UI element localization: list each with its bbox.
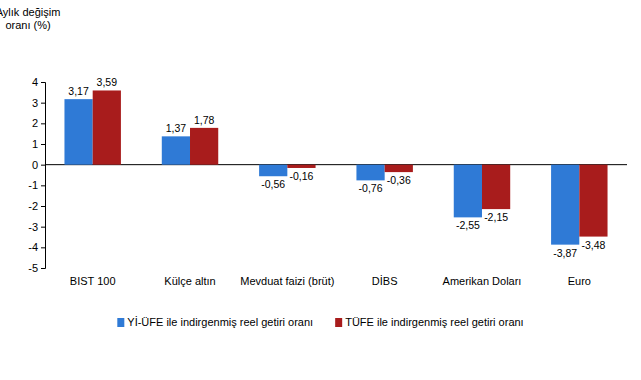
bar (64, 99, 92, 165)
y-tick-label: -2 (28, 200, 38, 212)
y-tick-mark (41, 247, 45, 248)
data-label: 3,59 (97, 76, 118, 88)
y-axis-title: Aylık değişimoranı (%) (0, 6, 60, 31)
y-tick-mark (41, 144, 45, 145)
y-tick: -3 (28, 221, 45, 233)
x-tick-label: BIST 100 (70, 275, 116, 287)
legend-label: TÜFE ile indirgenmiş reel getiri oranı (345, 316, 524, 328)
y-tick: -4 (28, 241, 45, 253)
bar (579, 165, 607, 237)
y-tick-mark (41, 103, 45, 104)
x-tick-label: DİBS (372, 275, 398, 287)
bars (64, 90, 607, 244)
y-tick-label: 1 (32, 138, 38, 150)
legend: Yİ-ÜFE ile indirgenmiş reel getiri oranı… (117, 316, 523, 328)
y-tick: -1 (28, 179, 45, 191)
x-tick-label: Euro (568, 275, 591, 287)
y-tick-mark (41, 227, 45, 228)
x-tick: Külçe altın (164, 275, 215, 287)
y-tick-mark (41, 82, 45, 83)
y-tick: 0 (32, 159, 45, 171)
data-label: 3,17 (68, 85, 89, 97)
y-axis-line (41, 83, 46, 269)
y-tick: 2 (32, 117, 45, 129)
bar (162, 136, 190, 164)
legend-swatch (117, 318, 124, 327)
legend-item: TÜFE ile indirgenmiş reel getiri oranı (335, 316, 524, 328)
x-tick: Mevduat faizi (brüt) (240, 275, 334, 287)
data-label: -0,56 (261, 178, 285, 190)
bar (93, 90, 121, 164)
series-bars (93, 90, 608, 236)
bar (454, 165, 482, 218)
legend-label: Yİ-ÜFE ile indirgenmiş reel getiri oranı (127, 316, 313, 328)
y-tick-mark (41, 123, 45, 124)
data-label: -2,55 (456, 219, 480, 231)
y-tick-label: -1 (28, 179, 38, 191)
zero-line (45, 164, 627, 165)
legend-item: Yİ-ÜFE ile indirgenmiş reel getiri oranı (117, 316, 313, 328)
data-label: -2,15 (484, 211, 508, 223)
x-tick-label: Külçe altın (164, 275, 215, 287)
y-tick-label: 2 (32, 117, 38, 129)
y-tick-label: 3 (32, 97, 38, 109)
x-tick-label: Amerikan Doları (443, 275, 522, 287)
data-label: -3,87 (553, 247, 577, 259)
x-tick: Amerikan Doları (443, 275, 522, 287)
y-tick: 3 (32, 97, 45, 109)
data-label: 1,78 (194, 114, 215, 126)
data-label: -0,16 (289, 170, 313, 182)
y-tick-mark (41, 185, 45, 186)
x-tick: DİBS (372, 275, 398, 287)
y-tick-label: 4 (32, 76, 38, 88)
y-tick-mark (41, 206, 45, 207)
x-tick: Euro (568, 275, 591, 287)
y-tick-label: 0 (32, 159, 38, 171)
chart: -5 -4 -3 -2 -1 0 1 2 3 4 3,17 1,37 -0,56 -0,76 -2,55 -3… (0, 0, 641, 380)
x-axis: BIST 100 Külçe altın Mevduat faizi (brüt) D… (70, 275, 591, 287)
y-tick: -5 (28, 262, 45, 274)
bar (385, 165, 413, 172)
data-label: -0,36 (387, 174, 411, 186)
data-label: -3,48 (581, 239, 605, 251)
y-tick-mark (41, 268, 45, 269)
data-label: 1,37 (166, 122, 187, 134)
y-tick-label: -5 (28, 262, 38, 274)
x-tick-label: Mevduat faizi (brüt) (240, 275, 334, 287)
bar (259, 165, 287, 177)
x-tick: BIST 100 (70, 275, 116, 287)
bar (482, 165, 510, 209)
plot: -5 -4 -3 -2 -1 0 1 2 3 4 3,17 1,37 -0,56 -0,76 -2,55 -3… (28, 76, 627, 287)
y-tick-mark (41, 165, 45, 166)
legend-swatch (335, 318, 342, 327)
data-label: -0,76 (359, 182, 383, 194)
bar (287, 165, 315, 168)
bar (190, 128, 218, 165)
y-tick: 1 (32, 138, 45, 150)
y-tick: 4 (32, 76, 45, 88)
y-tick-label: -4 (28, 241, 38, 253)
bar (356, 165, 384, 181)
series-bars (64, 99, 579, 244)
y-tick-label: -3 (28, 221, 38, 233)
y-axis: -5 -4 -3 -2 -1 0 1 2 3 4 (28, 76, 45, 274)
y-tick: -2 (28, 200, 45, 212)
data-labels: 3,17 1,37 -0,56 -0,76 -2,55 -3,87 3,59 1,78 -0,1… (68, 76, 605, 258)
bar (551, 165, 579, 245)
